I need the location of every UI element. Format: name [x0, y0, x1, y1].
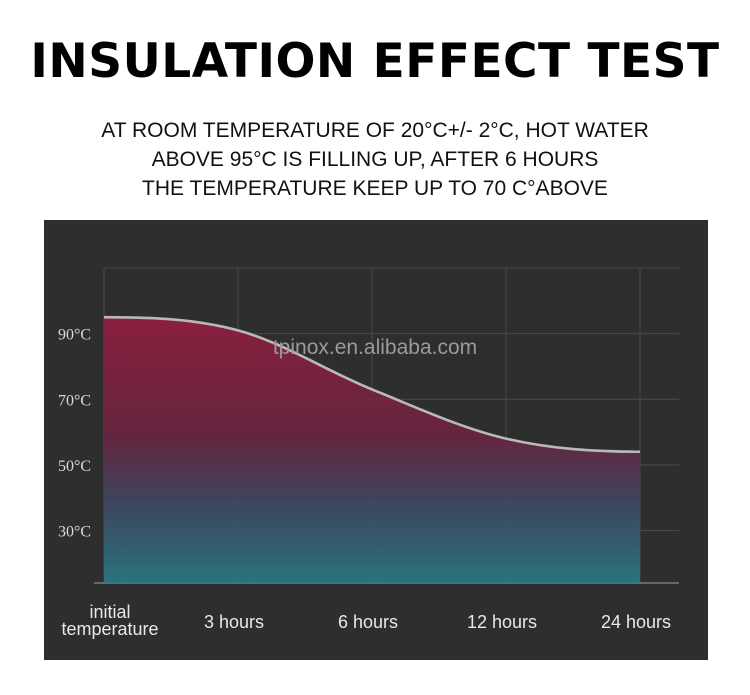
- y-tick-label: 90°C: [58, 327, 91, 344]
- chart-panel: 30°C 50°C 70°C 90°C initial temperature 3 hou…: [44, 220, 708, 660]
- x-tick-label: 24 hours: [601, 612, 671, 632]
- x-tick-label: 12 hours: [467, 612, 537, 632]
- page-title: INSULATION EFFECT TEST: [30, 34, 720, 89]
- temperature-curve: [103, 315, 641, 454]
- x-tick-label: temperature: [61, 619, 158, 639]
- y-tick-label: 70°C: [58, 392, 91, 409]
- test-description: AT ROOM TEMPERATURE OF 20°C+/- 2°C, HOT …: [0, 116, 750, 203]
- description-line-1: AT ROOM TEMPERATURE OF 20°C+/- 2°C, HOT …: [101, 119, 649, 142]
- description-line-3: THE TEMPERATURE KEEP UP TO 70 C°ABOVE: [142, 177, 608, 200]
- y-tick-label: 50°C: [58, 458, 91, 475]
- y-axis-labels: 30°C 50°C 70°C 90°C: [58, 327, 91, 541]
- x-tick-label: 3 hours: [204, 612, 264, 632]
- x-tick-label: 6 hours: [338, 612, 398, 632]
- watermark: tpinox.en.alibaba.com: [273, 336, 477, 359]
- x-tick-label: initial: [89, 602, 130, 622]
- y-tick-label: 30°C: [58, 524, 91, 541]
- description-line-2: ABOVE 95°C IS FILLING UP, AFTER 6 HOURS: [151, 148, 599, 171]
- temperature-area: [104, 317, 640, 583]
